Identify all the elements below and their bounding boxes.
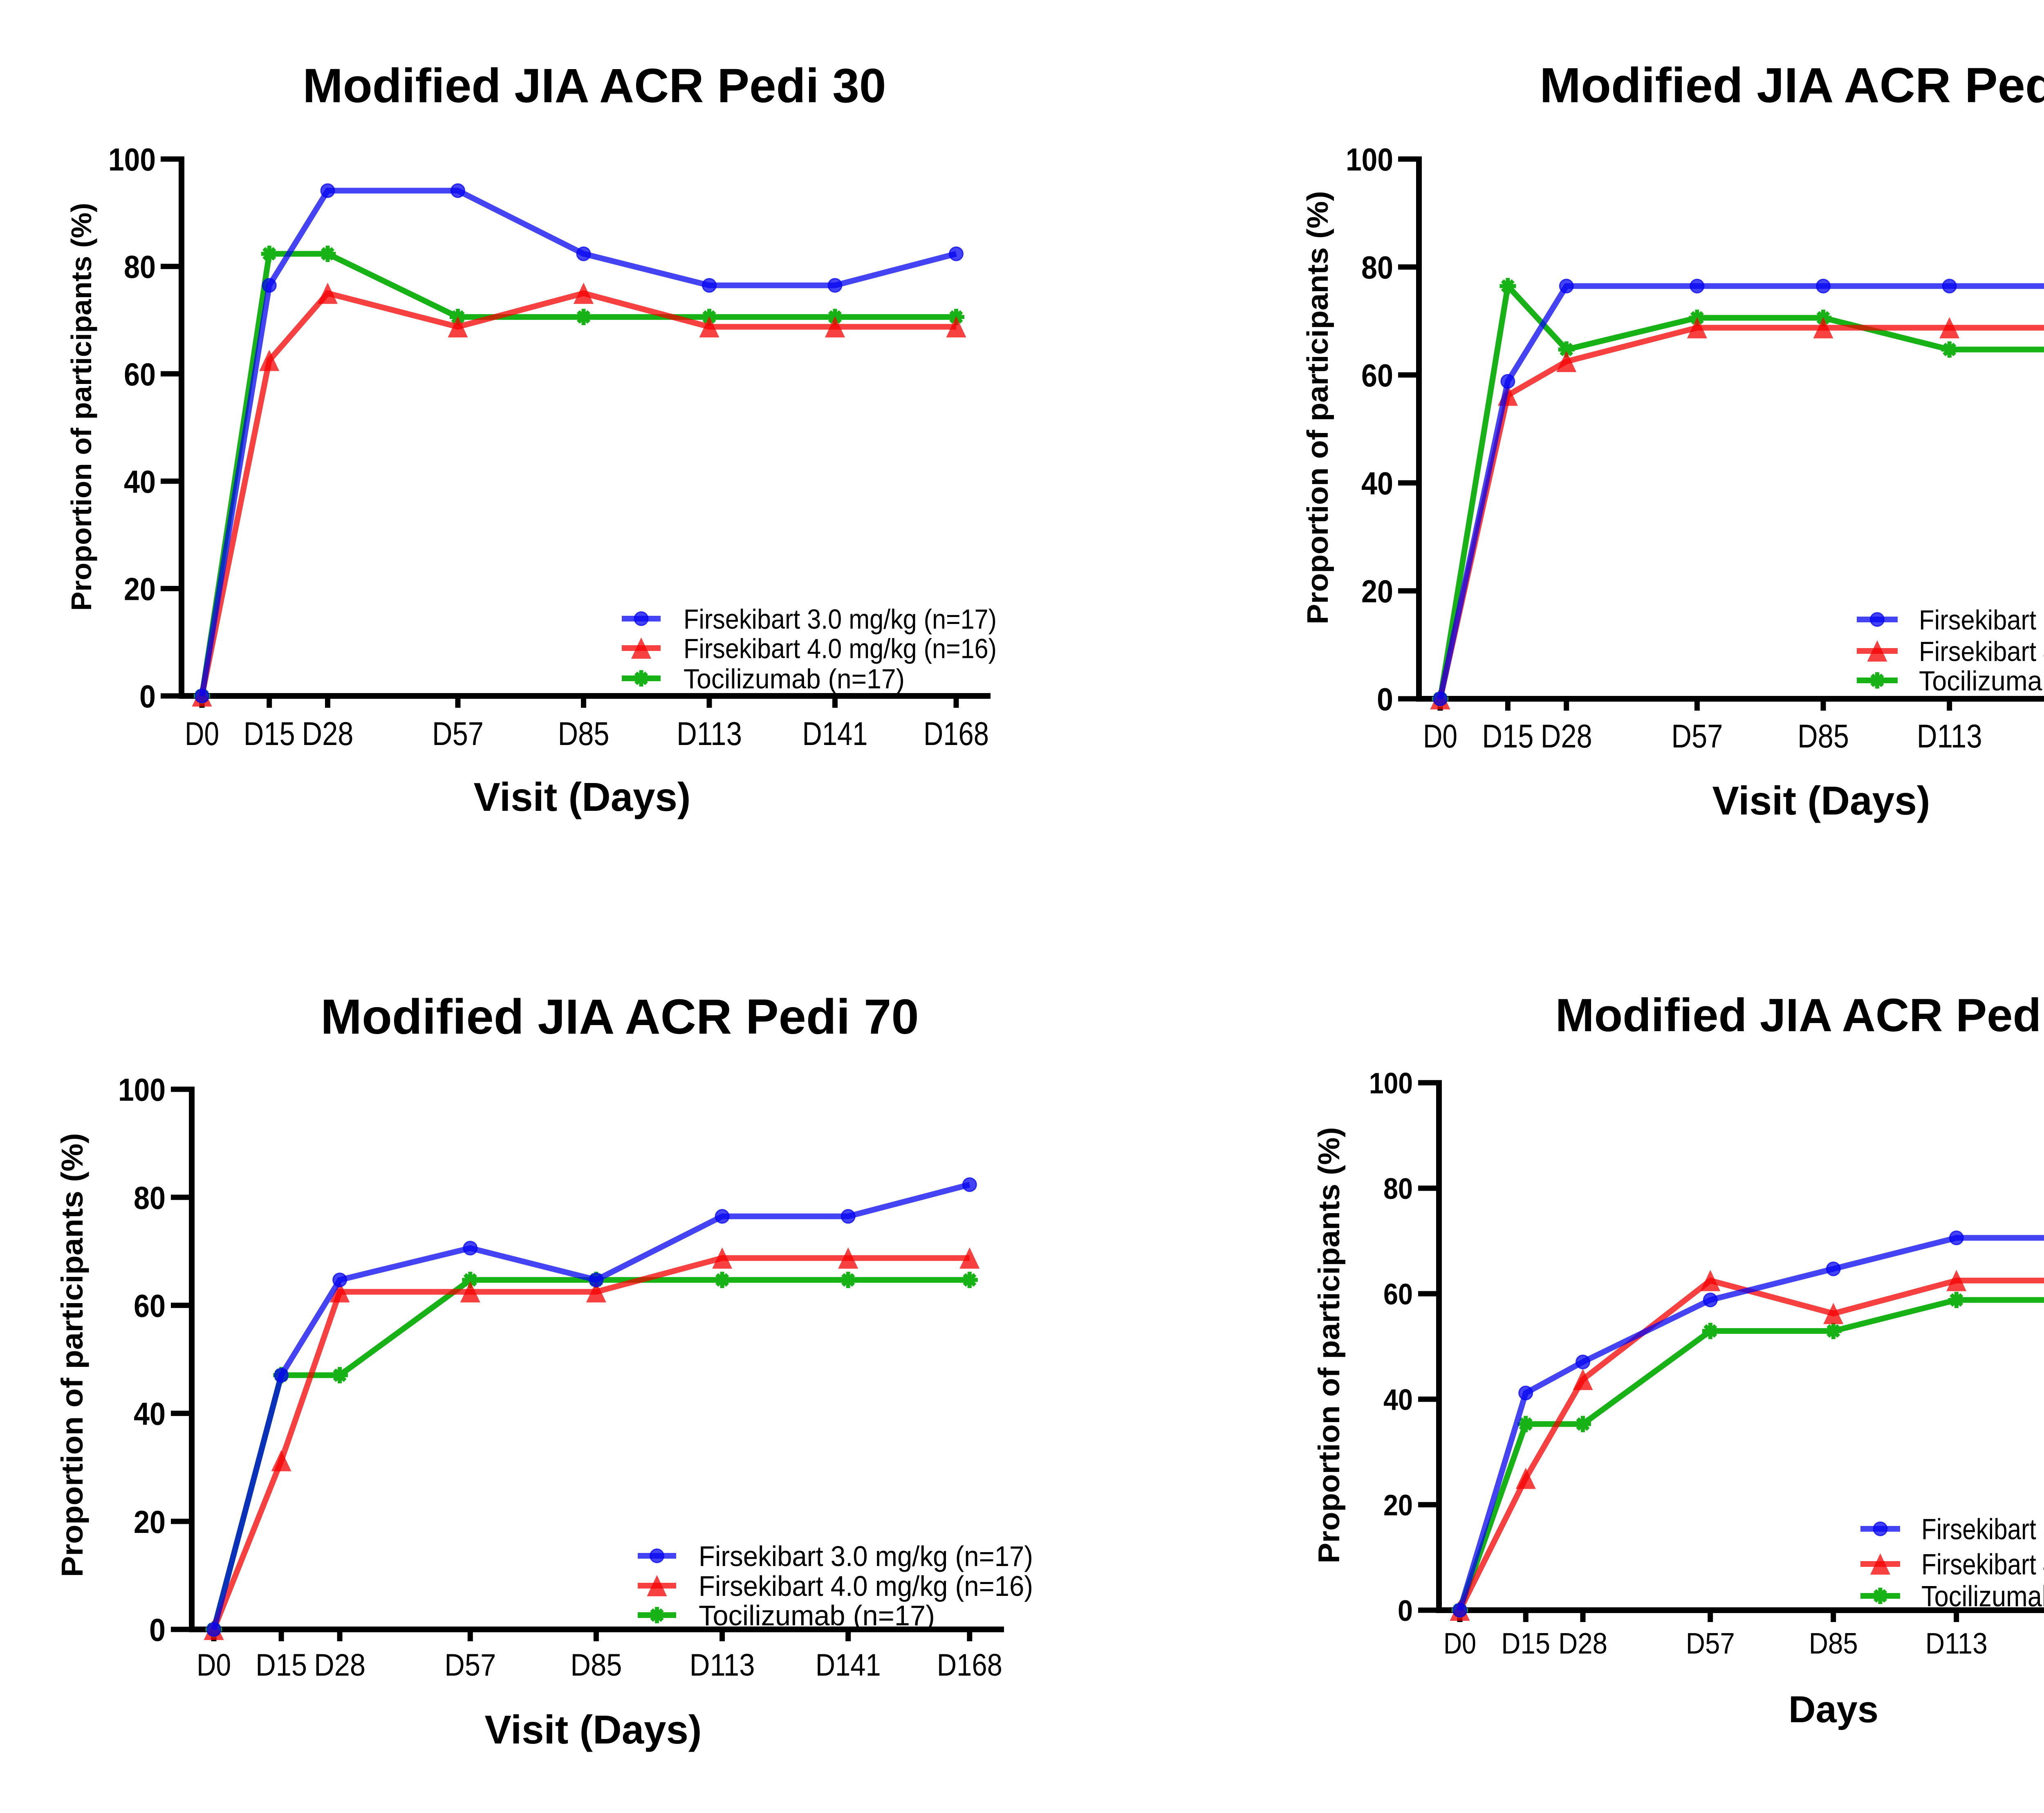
svg-text:D85: D85	[1797, 718, 1849, 755]
svg-text:0: 0	[149, 1612, 166, 1648]
svg-text:Proportion of participants (%): Proportion of participants (%)	[1302, 191, 1334, 624]
svg-text:Firsekibart 4.0 mg/kg (n=16): Firsekibart 4.0 mg/kg (n=16)	[684, 633, 997, 664]
svg-text:D0: D0	[185, 716, 219, 752]
svg-text:D15: D15	[1501, 1627, 1550, 1660]
svg-text:80: 80	[1383, 1173, 1413, 1205]
svg-text:60: 60	[134, 1288, 166, 1324]
svg-text:20: 20	[1361, 573, 1393, 609]
svg-text:40: 40	[124, 464, 156, 500]
svg-text:Firsekibart 4.0 mg/kg (n=16): Firsekibart 4.0 mg/kg (n=16)	[699, 1570, 1033, 1602]
svg-text:0: 0	[139, 678, 156, 714]
svg-text:D15: D15	[256, 1648, 307, 1683]
svg-text:80: 80	[1361, 249, 1393, 285]
svg-text:D113: D113	[1917, 718, 1982, 755]
svg-text:D0: D0	[1423, 718, 1457, 755]
svg-text:100: 100	[1369, 1067, 1413, 1100]
svg-text:Firsekibart 4.0 mg/kg (n=16): Firsekibart 4.0 mg/kg (n=16)	[1921, 1549, 2044, 1581]
svg-text:Modified JIA ACR Pedi 70: Modified JIA ACR Pedi 70	[320, 989, 919, 1044]
svg-text:Days: Days	[1788, 1689, 1878, 1730]
svg-text:60: 60	[124, 356, 156, 392]
svg-text:D28: D28	[302, 716, 354, 752]
svg-text:Modified JIA ACR Pedi 50: Modified JIA ACR Pedi 50	[1540, 57, 2044, 113]
svg-text:80: 80	[134, 1180, 166, 1216]
svg-text:Proportion of participants (%): Proportion of participants (%)	[55, 1133, 89, 1577]
svg-text:Proportion of participants (%): Proportion of participants (%)	[65, 203, 97, 611]
svg-text:D113: D113	[1925, 1627, 1988, 1660]
svg-text:D141: D141	[816, 1648, 881, 1683]
svg-text:D0: D0	[197, 1648, 231, 1683]
svg-text:D85: D85	[558, 716, 610, 752]
svg-text:Firsekibart 4.0 mg/kg (n=16): Firsekibart 4.0 mg/kg (n=16)	[1919, 636, 2044, 667]
svg-text:D0: D0	[1443, 1627, 1476, 1660]
svg-text:80: 80	[124, 249, 156, 285]
svg-text:D85: D85	[1809, 1627, 1858, 1660]
svg-text:Firsekibart 3.0 mg/kg (n=17): Firsekibart 3.0 mg/kg (n=17)	[699, 1540, 1033, 1572]
svg-text:40: 40	[1361, 465, 1393, 501]
svg-text:Visit (Days): Visit (Days)	[1712, 778, 1930, 823]
svg-text:100: 100	[118, 1072, 166, 1108]
svg-text:D168: D168	[923, 716, 989, 752]
svg-text:Firsekibart 3.0 mg/kg (n=17): Firsekibart 3.0 mg/kg (n=17)	[1919, 605, 2044, 636]
svg-text:D141: D141	[802, 716, 868, 752]
svg-text:Firsekibart 3.0 mg/kg (n=17): Firsekibart 3.0 mg/kg (n=17)	[684, 604, 997, 635]
svg-text:D28: D28	[1541, 718, 1592, 755]
svg-text:20: 20	[124, 571, 156, 607]
svg-text:Tocilizumab (n=17): Tocilizumab (n=17)	[1919, 666, 2044, 697]
svg-text:Tocilizumab (n=17): Tocilizumab (n=17)	[684, 664, 905, 695]
svg-text:D57: D57	[1686, 1627, 1735, 1660]
svg-text:20: 20	[1383, 1489, 1413, 1522]
svg-text:60: 60	[1383, 1278, 1413, 1311]
svg-text:D141: D141	[2043, 718, 2044, 755]
svg-text:0: 0	[1377, 681, 1393, 717]
svg-text:D113: D113	[690, 1648, 755, 1683]
svg-text:D57: D57	[1671, 718, 1723, 755]
svg-text:60: 60	[1361, 357, 1393, 393]
svg-text:100: 100	[1346, 141, 1393, 177]
svg-text:Tocilizumab (n=17): Tocilizumab (n=17)	[699, 1600, 935, 1631]
svg-text:40: 40	[1383, 1384, 1413, 1416]
svg-text:Modified JIA ACR Pedi 30: Modified JIA ACR Pedi 30	[303, 59, 886, 113]
svg-text:Modified JIA ACR Pedi 90: Modified JIA ACR Pedi 90	[1555, 990, 2044, 1041]
svg-text:D57: D57	[444, 1648, 496, 1683]
svg-text:D57: D57	[432, 716, 484, 752]
svg-text:Visit (Days): Visit (Days)	[485, 1707, 702, 1752]
svg-text:D28: D28	[314, 1648, 365, 1683]
svg-text:Proportion of participants (%): Proportion of participants (%)	[1313, 1127, 1346, 1564]
svg-text:D28: D28	[1558, 1627, 1607, 1660]
svg-text:40: 40	[134, 1396, 166, 1432]
svg-text:D15: D15	[244, 716, 295, 752]
svg-text:D168: D168	[937, 1648, 1002, 1683]
svg-text:D15: D15	[1482, 718, 1533, 755]
svg-text:Visit (Days): Visit (Days)	[474, 774, 691, 819]
svg-text:D113: D113	[677, 716, 742, 752]
svg-text:20: 20	[134, 1504, 166, 1540]
svg-text:100: 100	[108, 141, 156, 177]
svg-text:0: 0	[1398, 1595, 1413, 1627]
svg-text:Firsekibart 3.0 mg/kg (n=17): Firsekibart 3.0 mg/kg (n=17)	[1921, 1514, 2044, 1546]
svg-text:Tocilizumab (n=17): Tocilizumab (n=17)	[1921, 1581, 2044, 1613]
svg-text:D85: D85	[570, 1648, 622, 1683]
